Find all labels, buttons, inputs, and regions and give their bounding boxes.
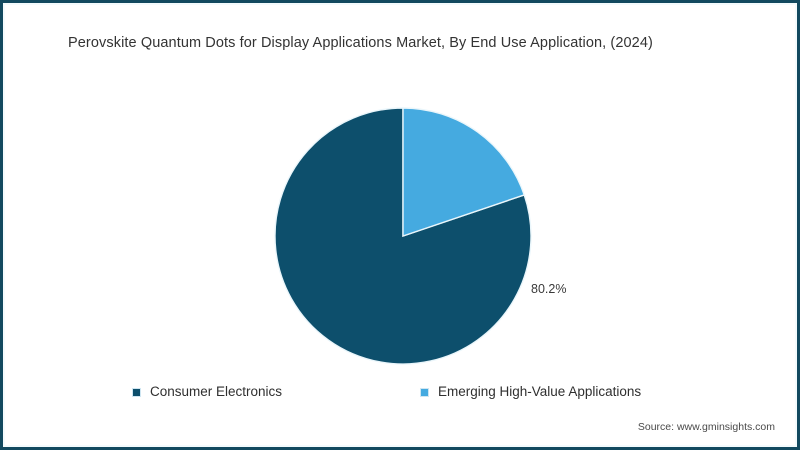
pie-slice[interactable] — [402, 107, 526, 237]
legend-item-consumer-electronics[interactable]: Consumer Electronics — [132, 381, 282, 403]
legend-swatch-icon — [132, 387, 141, 397]
source-attribution: Source: www.gminsights.com — [637, 421, 775, 433]
legend-label: Emerging High-Value Applications — [438, 384, 642, 399]
legend-label: Consumer Electronics — [150, 384, 283, 399]
chart-legend: Consumer Electronics Emerging High-Value… — [3, 381, 797, 403]
legend-swatch-icon — [420, 387, 429, 397]
slice-value-label-consumer-electronics: 80.2% — [531, 282, 567, 296]
page-title: Perovskite Quantum Dots for Display Appl… — [68, 35, 653, 51]
legend-item-emerging-high-value-applications[interactable]: Emerging High-Value Applications — [420, 381, 641, 403]
pie-chart-plot-area: 80.2% — [3, 3, 797, 447]
pie-chart-svg — [274, 107, 532, 365]
pie-slices — [274, 107, 532, 365]
